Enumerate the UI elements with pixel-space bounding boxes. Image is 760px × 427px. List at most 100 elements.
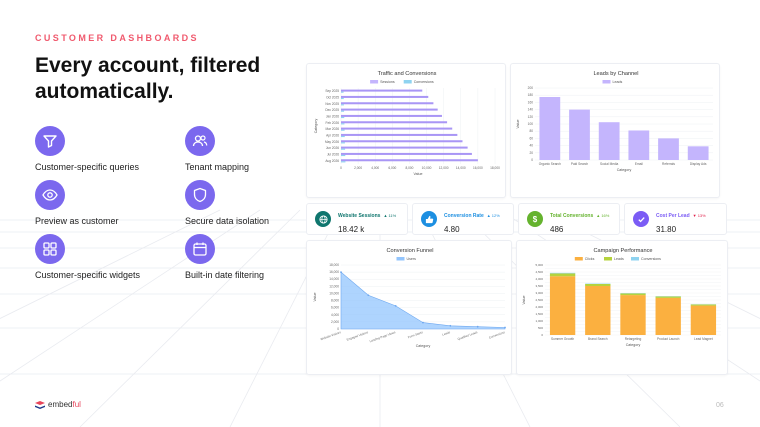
bar-conversions [341,135,345,138]
check-circle-icon [633,211,649,227]
x-tick-label: Lead Magnet [694,337,713,341]
x-tick-label: 10,000 [422,166,432,170]
y-tick-label: 10,000 [329,291,339,295]
calendar-icon [185,234,215,264]
bar-clicks [620,295,646,335]
chart-title: Conversion Funnel [387,248,434,254]
funnel-point [476,325,479,328]
legend-swatch [602,80,611,84]
y-tick-label: 140 [528,108,534,112]
y-tick-label: Oct 2025 [326,96,339,100]
y-tick-label: Sep 2025 [325,89,339,93]
y-tick-label: 2,500 [535,298,543,302]
bar-leads [628,130,650,160]
funnel-point [367,294,370,297]
legend-swatch [396,257,405,261]
y-tick-label: 5,000 [535,263,543,267]
kpi-label: Conversion Rate [444,213,484,219]
bar-leads [598,122,620,160]
bar-sessions [341,121,448,124]
x-tick-label: Product Launch [657,337,680,341]
bar-sessions [341,146,468,149]
eye-icon [35,180,65,210]
x-axis-title: Value [414,172,423,176]
y-tick-label: 1,500 [535,312,543,316]
y-tick-label: 14,000 [329,277,339,281]
users-icon [185,126,215,156]
funnel-point [504,326,506,329]
x-tick-label: Retargeting [625,337,642,341]
bar-leads [690,304,717,306]
feature-date-filtering: Built-in date filtering [185,234,335,280]
bar-sessions [341,127,453,130]
campaign-chart-card: Campaign Performance Clicks Leads Conversio… [516,240,728,375]
legend-swatch [403,80,412,84]
y-tick-label: 0 [541,333,543,337]
feature-label: Tenant mapping [185,162,250,172]
kpi-delta: ▲ 16% [596,213,610,218]
x-tick-label: 6,000 [388,166,396,170]
y-tick-label: 80 [529,129,533,133]
y-tick-label: Nov 2025 [325,102,339,106]
legend-label: Leads [613,80,623,84]
y-tick-label: 18,000 [329,263,339,267]
y-tick-label: Jun 2026 [326,146,339,150]
bar-sessions [341,89,423,92]
y-tick-label: 4,000 [331,313,339,317]
y-tick-label: May 2026 [325,140,339,144]
funnel-chart-card: Conversion Funnel Users 0 2,000 4,000 6,000 8,… [306,240,512,375]
x-tick-label: 0 [340,166,342,170]
x-axis-title: Category [626,343,641,347]
logo-mark-icon [35,400,45,409]
chart-title: Traffic and Conversions [378,71,437,77]
bar-conversions [341,91,344,93]
x-axis-title: Category [416,344,431,348]
x-tick-label: Email [635,162,643,166]
x-tick-label: Social Media [600,162,618,166]
kpi-value: 18.42 k [338,225,365,234]
kpi-value: 4.80 [444,225,460,234]
bar-clicks [655,297,681,335]
kpi-value: 31.80 [656,225,677,234]
legend-swatch [574,257,583,261]
bar-conversions [549,272,576,274]
x-tick-label: Landing Page Views [369,330,396,343]
bar-leads [620,293,646,296]
x-tick-label: Organic Search [539,162,561,166]
y-tick-label: 500 [538,326,543,330]
bar-leads [585,283,611,286]
x-tick-label: Referrals [662,162,675,166]
bar-conversions [341,116,345,119]
feature-label: Customer-specific queries [35,162,140,172]
kpi-conversion-rate: Conversion Rate ▲ 12% 4.80 [412,203,514,235]
feature-tenant-mapping: Tenant mapping [185,126,335,172]
globe-icon [315,211,331,227]
kpi-delta: ▼ 13% [692,213,706,218]
x-tick-label: Paid Search [571,162,589,166]
legend-swatch [604,257,612,261]
funnel-point [340,271,342,274]
y-tick-label: 16,000 [329,270,339,274]
kpi-label: Website Sessions [338,213,381,219]
bar-conversions [341,154,346,157]
legend-label: Leads [614,257,624,261]
y-tick-label: 120 [528,115,534,119]
x-tick-label: Website Visitors [320,330,342,341]
legend-label: Sessions [380,80,395,84]
y-axis-title: Category [314,119,318,134]
bar-leads [549,273,576,277]
y-tick-label: 4,000 [535,277,543,281]
x-tick-label: Form Starts [407,330,424,339]
kpi-total-conversions: $ Total Conversions ▲ 16% 486 [518,203,620,235]
y-tick-label: 20 [529,151,533,155]
x-tick-label: Engaged Visitors [346,330,369,342]
y-tick-label: 40 [529,144,533,148]
x-tick-label: Qualified Leads [457,330,478,341]
funnel-point [422,321,424,324]
y-tick-label: Jul 2026 [327,153,339,157]
y-tick-label: Feb 2026 [326,121,340,125]
kpi-cost-per-lead: Cost Per Lead ▼ 13% 31.80 [624,203,727,235]
dollar-icon: $ [527,211,543,227]
bar-leads [687,146,709,160]
